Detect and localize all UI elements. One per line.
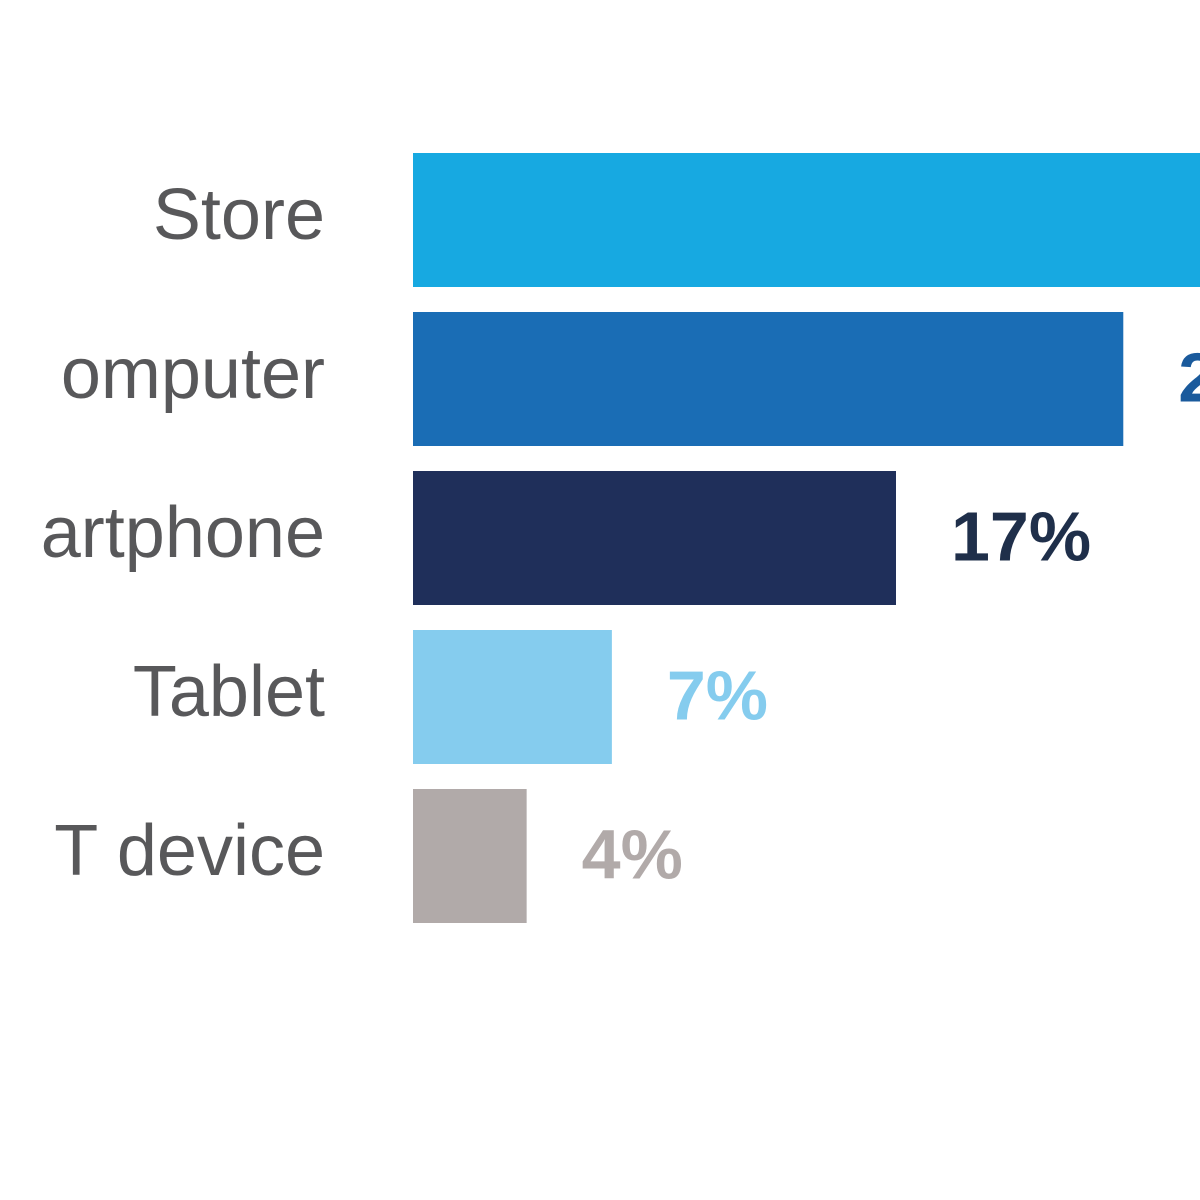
value-label: 25% bbox=[1178, 338, 1200, 416]
category-label: T device bbox=[54, 811, 325, 891]
bar bbox=[413, 471, 896, 605]
bar bbox=[413, 630, 612, 764]
bar bbox=[413, 789, 527, 923]
category-label: artphone bbox=[41, 493, 325, 573]
category-label: Tablet bbox=[133, 652, 325, 732]
value-label: 7% bbox=[667, 656, 768, 734]
value-label: 4% bbox=[582, 815, 683, 893]
category-label: omputer bbox=[61, 334, 325, 414]
bar bbox=[413, 312, 1124, 446]
bar bbox=[413, 153, 1200, 287]
category-label: Store bbox=[153, 175, 325, 255]
value-label: 17% bbox=[951, 497, 1091, 575]
